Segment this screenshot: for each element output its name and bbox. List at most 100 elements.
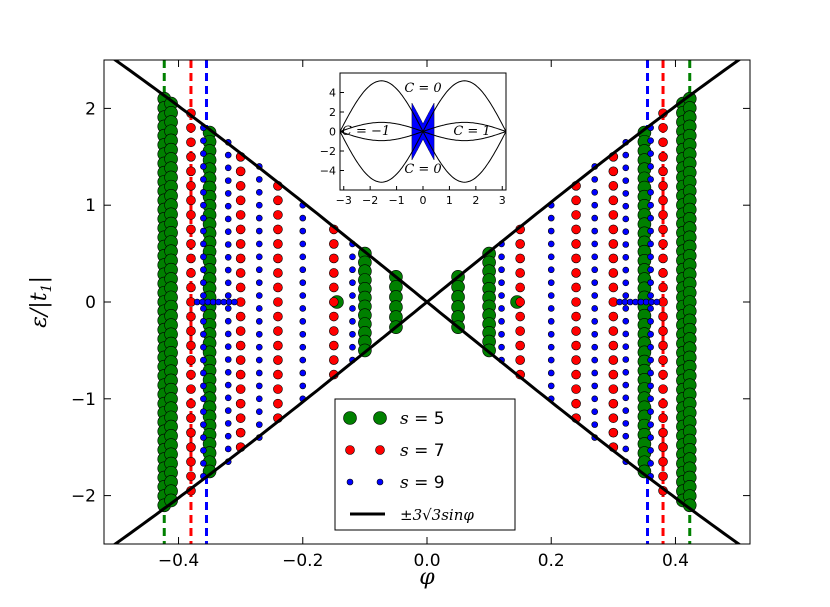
x-tick-label: −0.2 xyxy=(282,551,323,571)
point-s2-c6-2 xyxy=(547,227,555,235)
inset-y-tick-label: −4 xyxy=(320,165,336,178)
point-s2-c7-10 xyxy=(591,292,599,299)
point-s1-c7-18 xyxy=(658,369,668,380)
point-s1-c0-20 xyxy=(186,398,196,409)
point-s2-c0-21 xyxy=(200,395,207,403)
legend-box xyxy=(334,398,516,531)
point-s1-c5-10 xyxy=(571,326,581,336)
point-s1-c0-18 xyxy=(186,369,196,380)
point-s1-c7-25 xyxy=(658,471,668,482)
point-s2-c1-5 xyxy=(224,202,232,210)
point-s1-c2-5 xyxy=(273,253,283,264)
point-s1-c7-7 xyxy=(658,210,668,220)
point-s2-c9-17 xyxy=(647,343,654,351)
legend-marker-1-0 xyxy=(345,445,355,455)
point-s2-c0-5 xyxy=(200,188,207,196)
point-s1-c2-1 xyxy=(273,195,283,206)
legend: s = 5 s = 7 s = 9 ±3√3sinφ xyxy=(334,398,516,531)
legend-marker-2-1 xyxy=(376,478,384,486)
point-s2-c1-13 xyxy=(224,305,232,312)
point-s1-c3-7 xyxy=(329,326,339,336)
point-s1-c3-9 xyxy=(329,355,339,365)
point-s2-c3-2 xyxy=(299,227,307,235)
point-s2-c8-10 xyxy=(622,266,630,274)
point-s2-c0-25 xyxy=(200,447,207,454)
point-s1-c6-8 xyxy=(608,268,619,278)
point-s1-c7-24 xyxy=(658,456,668,467)
point-s1-c1-15 xyxy=(235,369,246,380)
point-s2-c9-15 xyxy=(647,318,654,325)
point-s2-c6-1 xyxy=(547,214,555,222)
point-s2-c2-5 xyxy=(255,227,263,235)
point-s2-c8-6 xyxy=(622,215,630,223)
point-s1-c7-11 xyxy=(658,268,668,278)
point-s2-c1-22 xyxy=(224,420,232,427)
point-s2-c9-7 xyxy=(647,214,654,222)
inset-annotation-0: C = 0 xyxy=(404,81,441,96)
point-s1-c1-18 xyxy=(235,413,246,423)
point-s2-c9-11 xyxy=(647,266,654,274)
point-s2-c5-5 xyxy=(498,305,505,312)
point-s1-c5-3 xyxy=(571,224,581,235)
point-s1-c6-6 xyxy=(608,239,619,249)
point-s2-c1-1 xyxy=(224,151,232,159)
point-s1-c7-9 xyxy=(658,239,668,249)
point-s2-c1-21 xyxy=(224,407,232,414)
point-s2-c0-16 xyxy=(200,330,207,338)
point-s1-c2-4 xyxy=(273,239,283,249)
point-s2-c8-5 xyxy=(622,202,630,210)
point-s1-c5-7 xyxy=(571,282,581,293)
point-s2-c3-7 xyxy=(299,292,307,299)
point-s2-h1-7 xyxy=(653,298,661,306)
point-s1-c6-17 xyxy=(608,398,619,409)
point-s1-c0-10 xyxy=(186,253,196,264)
point-s1-c3-1 xyxy=(329,239,339,249)
point-s1-c0-23 xyxy=(186,442,196,453)
point-s1-c6-19 xyxy=(608,427,619,438)
point-s2-c7-15 xyxy=(591,356,599,364)
point-s1-c7-1 xyxy=(658,122,668,133)
point-s2-c2-12 xyxy=(255,318,263,325)
point-s1-c0-12 xyxy=(186,282,196,293)
point-s2-c0-19 xyxy=(200,369,207,377)
point-s1-c6-4 xyxy=(608,210,619,220)
point-s2-c0-4 xyxy=(200,176,207,183)
point-s2-c0-12 xyxy=(200,279,207,286)
point-s2-c8-13 xyxy=(622,305,630,312)
point-s2-c0-15 xyxy=(200,318,207,325)
point-s2-c2-20 xyxy=(255,421,263,428)
point-s1-c7-12 xyxy=(658,282,668,293)
point-s2-c8-7 xyxy=(622,228,630,236)
point-s1-c7-10 xyxy=(658,253,668,264)
point-s2-c3-11 xyxy=(299,343,307,351)
point-s1-c2-8 xyxy=(273,297,283,307)
inset-annotations: C = 0 C = −1 C = 1 C = 0 xyxy=(342,81,491,177)
point-s2-c9-9 xyxy=(647,240,654,248)
point-s2-c5-6 xyxy=(498,318,505,325)
x-tick-label: −0.4 xyxy=(158,551,199,571)
point-s2-c2-8 xyxy=(255,266,263,274)
legend-marker-2-0 xyxy=(346,478,354,486)
point-s1-c0-24 xyxy=(186,456,196,467)
legend-marker-0-0 xyxy=(343,411,357,425)
point-s2-c5-2 xyxy=(498,266,505,274)
inset-x-tick-label: 1 xyxy=(446,194,453,207)
point-s1-c0-15 xyxy=(186,326,196,336)
point-s1-c7-8 xyxy=(658,224,668,235)
point-s1-c7-21 xyxy=(658,413,668,423)
point-s2-c7-18 xyxy=(591,395,599,403)
inset-x-tick-label: 3 xyxy=(499,194,506,207)
point-s1-c6-5 xyxy=(608,224,619,235)
point-s2-c5-1 xyxy=(498,253,505,261)
point-s2-c6-9 xyxy=(547,318,555,325)
point-s1-c5-2 xyxy=(571,210,581,220)
point-s2-c7-17 xyxy=(591,382,599,390)
point-s1-c6-11 xyxy=(608,311,619,322)
point-s2-c9-14 xyxy=(647,305,654,312)
inset-curve-3 xyxy=(340,130,506,142)
point-s2-c8-14 xyxy=(622,317,630,325)
point-s2-c8-3 xyxy=(622,177,630,184)
inset-plot: −3 −2 −1 0 1 2 3 −4 −2 0 2 4 C = 0 C = −1 C = 1 C = 0 xyxy=(320,72,507,207)
point-s2-c0-10 xyxy=(200,253,207,261)
point-s2-c4-1 xyxy=(349,253,356,261)
